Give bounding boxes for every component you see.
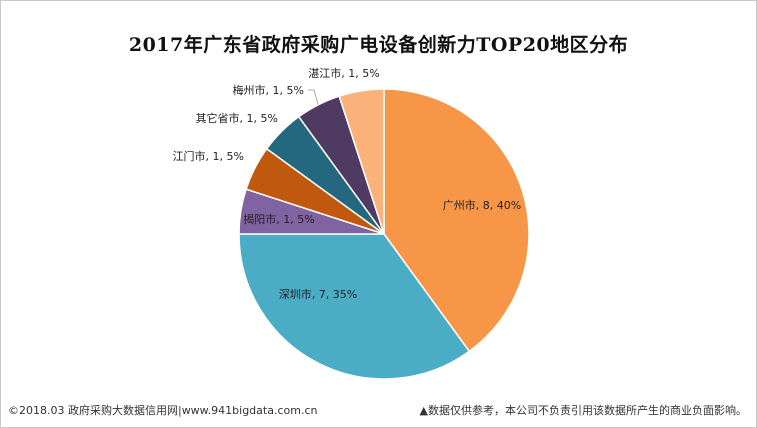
footer-disclaimer: ▲数据仅供参考，本公司不负责引用该数据所产生的商业负面影响。 bbox=[419, 404, 747, 417]
pie-slice-2 bbox=[238, 233, 471, 380]
data-label-3: 揭阳市, 1, 5% bbox=[243, 212, 314, 226]
data-label-4: 江门市, 1, 5% bbox=[173, 149, 244, 163]
pie-slice-1 bbox=[383, 88, 530, 353]
pie-slice-7 bbox=[338, 88, 385, 235]
data-label-6: 梅州市, 1, 5% bbox=[233, 83, 304, 97]
data-label-5: 其它省市, 1, 5% bbox=[196, 111, 278, 125]
data-label-7: 湛江市, 1, 5% bbox=[308, 66, 379, 80]
footer-source: ©2018.03 政府采购大数据信用网|www.941bigdata.com.c… bbox=[8, 404, 318, 417]
chart-title: 2017年广东省政府采购广电设备创新力TOP20地区分布 bbox=[128, 34, 629, 56]
data-label-2: 深圳市, 7, 35% bbox=[279, 287, 357, 301]
leader-line-6 bbox=[308, 89, 319, 105]
data-label-1: 广州市, 8, 40% bbox=[443, 198, 521, 212]
